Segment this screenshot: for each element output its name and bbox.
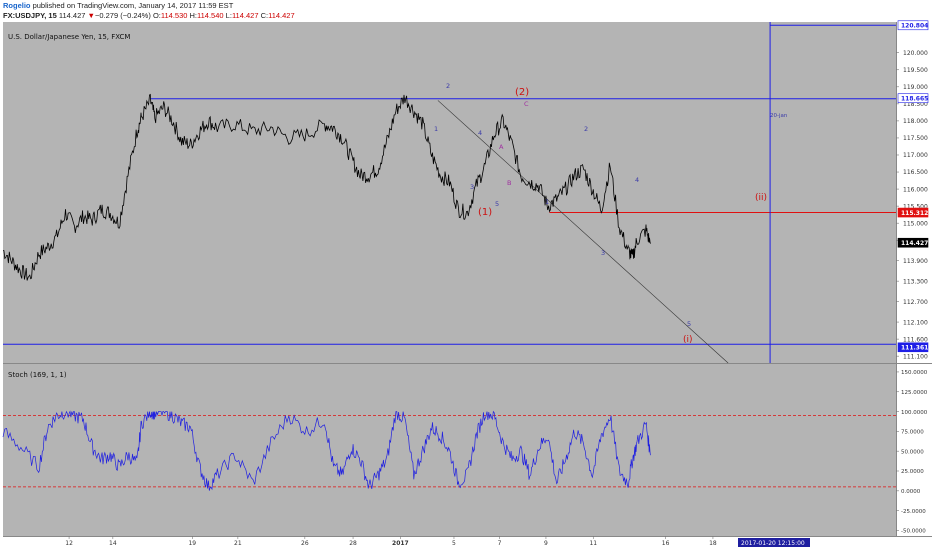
price-label-box [897, 342, 929, 353]
stoch-y-tick-label: 150.0000 [901, 370, 928, 376]
x-tick-label: 7 [498, 540, 502, 547]
price-y-tick-label: 117.500 [903, 135, 928, 142]
wave-label-1b: 1 [545, 198, 549, 206]
wave-label-4a: 4 [478, 129, 482, 137]
price-y-tick-label: 112.100 [903, 319, 928, 326]
stoch-y-tick-label: -50.0000 [901, 529, 926, 535]
last-price: 114.427 [58, 11, 86, 20]
price-label-box [897, 20, 929, 31]
diagonal-trendline [437, 100, 729, 364]
open-value: 114.530 [160, 11, 188, 20]
price-y-tick-label: 113.900 [903, 258, 928, 265]
x-tick-label: 9 [544, 540, 548, 547]
wave-label-a: A [499, 143, 504, 151]
high-value: 114.540 [197, 11, 224, 20]
stoch-y-tick-label: 75.0000 [901, 430, 924, 436]
stoch-y-tick-label: 25.0000 [901, 469, 924, 475]
date-note-20-jan: 20-jan [770, 113, 788, 119]
price-label-box [897, 207, 929, 218]
time-marker-bg [738, 538, 810, 547]
price-chart-title: U.S. Dollar/Japanese Yen, 15, FXCM [8, 33, 130, 41]
price-y-tick-label: 119.500 [903, 67, 928, 74]
wave-label-i: (i) [683, 335, 693, 345]
wave-label-2-major: (2) [515, 87, 529, 98]
close-value: 114.427 [268, 11, 295, 20]
price-y-tick-label: 115.000 [903, 220, 928, 227]
x-tick-label: 18 [709, 540, 717, 547]
wave-label-2a: 2 [446, 82, 450, 90]
wave-label-c: C [524, 100, 529, 108]
price-y-tick-label: 115.500 [903, 203, 928, 210]
price-label-text: 115.312 [901, 210, 928, 217]
price-label-text: 118.665 [901, 96, 928, 103]
open-label: O: [152, 11, 161, 20]
x-tick-label: 26 [301, 540, 309, 547]
x-tick-label: 5 [452, 540, 456, 547]
price-y-tick-label: 112.700 [903, 299, 928, 306]
price-y-tick-label: 119.000 [903, 84, 928, 91]
symbol-label: FX:USDJPY, 15 [3, 11, 57, 20]
price-y-tick-label: 113.300 [903, 278, 928, 285]
stoch-chart-title: Stoch (169, 1, 1) [8, 371, 67, 379]
stoch-panel [2, 410, 896, 491]
axes: 111.100 111.600 112.100 112.700 113.300 113.9… [65, 20, 929, 547]
time-marker-label: 2017-01-20 12:15:00 [741, 540, 805, 547]
low-label: L: [225, 11, 232, 20]
low-value: 114.427 [231, 11, 259, 20]
price-y-tick-label: 116.000 [903, 186, 928, 193]
price-series-line [3, 93, 651, 281]
x-tick-label: 21 [234, 540, 242, 547]
wave-label-2b: 2 [584, 125, 588, 133]
stoch-y-tick-label: 125.0000 [901, 390, 928, 396]
x-tick-label: 12 [65, 540, 73, 547]
price-y-tick-label: 120.000 [903, 50, 928, 57]
price-y-tick-label: 111.600 [903, 336, 928, 343]
wave-label-ii: (ii) [755, 193, 767, 203]
x-tick-label: 28 [349, 540, 357, 547]
stoch-y-tick-label: 100.0000 [901, 410, 928, 416]
wave-label-3a: 3 [470, 183, 474, 191]
stoch-series-line [2, 410, 651, 491]
down-arrow-icon: ▼ [87, 11, 95, 20]
publish-line: Rogelio published on TradingView.com, Ja… [3, 1, 233, 10]
ohlc-line: FX:USDJPY, 15 114.427 ▼−0.279 (−0.24%) O… [3, 11, 295, 20]
x-tick-label: 11 [589, 540, 597, 547]
price-label-text: 120.804 [901, 23, 928, 30]
price-panel [3, 22, 896, 364]
price-label-box [897, 237, 929, 248]
wave-label-5b: 5 [687, 320, 691, 328]
x-tick-label: 14 [109, 540, 117, 547]
published-text: published on TradingView.com, January 14… [30, 1, 234, 10]
price-label-box [897, 93, 929, 104]
wave-label-b: B [507, 179, 511, 187]
x-tick-label: 19 [188, 540, 196, 547]
price-panel-bg [3, 22, 896, 363]
wave-label-5a: 5 [495, 200, 499, 208]
price-y-tick-label: 118.000 [903, 118, 928, 125]
price-y-tick-label: 117.000 [903, 152, 928, 159]
close-label: C: [260, 11, 269, 20]
stoch-y-tick-label: 0.0000 [901, 489, 921, 495]
publish-header: Rogelio published on TradingView.com, Ja… [0, 0, 932, 22]
wave-label-1a: 1 [434, 125, 438, 133]
price-y-tick-label: 116.500 [903, 169, 928, 176]
price-label-text: 114.427 [901, 240, 928, 247]
author-link[interactable]: Rogelio [3, 1, 31, 10]
price-y-tick-label: 118.500 [903, 101, 928, 108]
x-tick-label: 2017 [392, 540, 409, 547]
wave-label-1-major: (1) [478, 207, 492, 218]
high-label: H: [189, 11, 198, 20]
wave-label-3b: 3 [601, 249, 605, 257]
stoch-y-tick-label: -25.0000 [901, 509, 926, 515]
wave-label-4b: 4 [635, 176, 639, 184]
price-change: −0.279 (−0.24%) [94, 11, 151, 20]
price-y-tick-label: 111.100 [903, 353, 928, 360]
price-label-text: 111.361 [901, 345, 928, 352]
stoch-y-tick-label: 50.0000 [901, 449, 924, 455]
x-tick-label: 16 [662, 540, 670, 547]
